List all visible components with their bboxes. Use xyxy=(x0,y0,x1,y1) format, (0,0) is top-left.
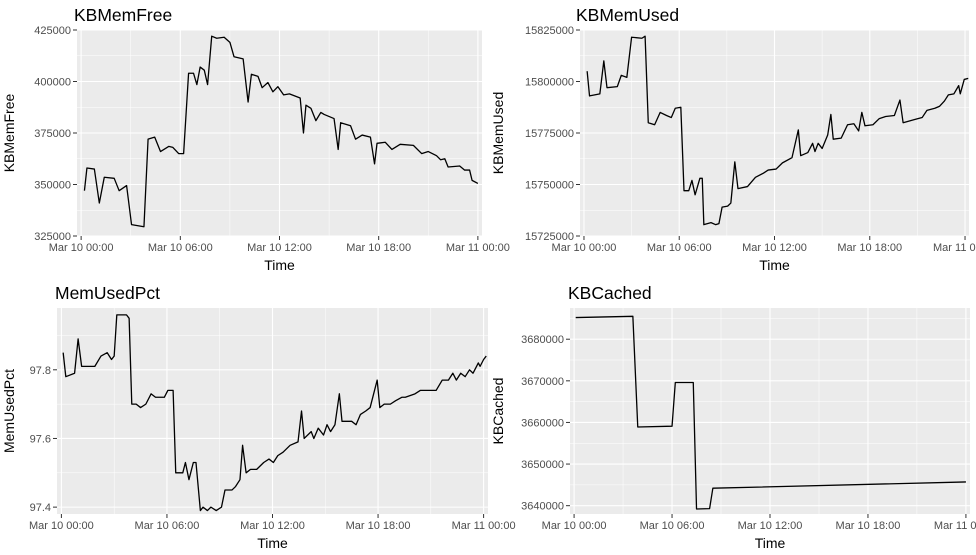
x-tick-label: Mar 10 00:00 xyxy=(552,242,617,254)
y-tick-label: 3650000 xyxy=(521,459,564,471)
y-tick-label: 97.4 xyxy=(30,502,51,514)
x-axis-title: Time xyxy=(755,535,786,551)
x-tick-label: Mar 10 18:00 xyxy=(346,520,411,532)
x-tick-label: Mar 10 00:00 xyxy=(49,242,114,254)
y-tick-label: 97.8 xyxy=(30,365,51,377)
y-tick-label: 15725000 xyxy=(525,231,574,243)
chart-panel-kbmemused: Mar 10 00:00 Mar 10 06:00 Mar 10 12:00 Mar … xyxy=(490,5,976,273)
series-line xyxy=(586,35,969,226)
x-tick-label: Mar 10 00:00 xyxy=(542,520,607,532)
x-axis-title: Time xyxy=(257,535,288,551)
gridlines xyxy=(580,29,969,237)
y-tick-label: 3660000 xyxy=(521,417,564,429)
y-tick-label: 375000 xyxy=(34,128,71,140)
gridlines xyxy=(57,308,488,514)
x-tick-label: Mar 11 00:00 xyxy=(933,242,976,254)
y-axis-title: MemUsedPct xyxy=(1,369,17,453)
x-tick-label: Mar 10 06:00 xyxy=(135,520,200,532)
series-line xyxy=(83,35,479,228)
chart-title: KBMemFree xyxy=(74,5,172,25)
chart-title: KBMemUsed xyxy=(576,5,679,25)
series-line xyxy=(62,314,487,512)
y-tick-label: 325000 xyxy=(34,231,71,243)
x-tick-label: Mar 10 12:00 xyxy=(738,520,803,532)
chart-panel-memusedpct: Mar 10 00:00 Mar 10 06:00 Mar 10 12:00 Mar … xyxy=(1,283,516,551)
y-tick-label: 350000 xyxy=(34,180,71,192)
y-tick-label: 15800000 xyxy=(525,77,574,89)
chart-title: MemUsedPct xyxy=(55,283,160,303)
y-tick-label: 3640000 xyxy=(521,501,564,513)
y-tick-label: 97.6 xyxy=(30,433,51,445)
x-tick-label: Mar 10 18:00 xyxy=(346,242,411,254)
chart-title: KBCached xyxy=(568,283,652,303)
x-tick-label: Mar 11 00:00 xyxy=(446,242,510,254)
y-axis-title: KBMemUsed xyxy=(490,92,506,174)
x-tick-label: Mar 10 12:00 xyxy=(240,520,305,532)
chart-panel-kbmemfree: Mar 10 00:00 Mar 10 06:00 Mar 10 12:00 Mar … xyxy=(1,5,510,273)
y-tick-label: 400000 xyxy=(34,77,71,89)
x-tick-label: Mar 10 18:00 xyxy=(837,242,902,254)
series-line xyxy=(575,315,966,510)
y-tick-label: 15825000 xyxy=(525,25,574,37)
chart-panel-kbcached: Mar 10 00:00 Mar 10 06:00 Mar 10 12:00 Mar … xyxy=(490,283,976,551)
x-tick-label: Mar 10 06:00 xyxy=(148,242,213,254)
y-tick-label: 15775000 xyxy=(525,128,574,140)
y-tick-label: 3670000 xyxy=(521,376,564,388)
x-axis-title: Time xyxy=(264,257,295,273)
x-tick-label: Mar 10 12:00 xyxy=(247,242,312,254)
gridlines xyxy=(570,308,970,514)
x-tick-label: Mar 10 12:00 xyxy=(742,242,807,254)
y-axis-title: KBCached xyxy=(490,378,506,445)
x-tick-label: Mar 11 00:00 xyxy=(934,520,976,532)
x-axis-title: Time xyxy=(759,257,790,273)
x-tick-label: Mar 10 06:00 xyxy=(647,242,712,254)
x-tick-label: Mar 10 18:00 xyxy=(836,520,901,532)
y-tick-label: 425000 xyxy=(34,25,71,37)
y-axis-title: KBMemFree xyxy=(1,94,17,173)
y-tick-label: 15750000 xyxy=(525,180,574,192)
x-tick-label: Mar 10 00:00 xyxy=(29,520,94,532)
y-tick-label: 3680000 xyxy=(521,334,564,346)
x-tick-label: Mar 11 00:00 xyxy=(452,520,516,532)
x-tick-label: Mar 10 06:00 xyxy=(640,520,705,532)
